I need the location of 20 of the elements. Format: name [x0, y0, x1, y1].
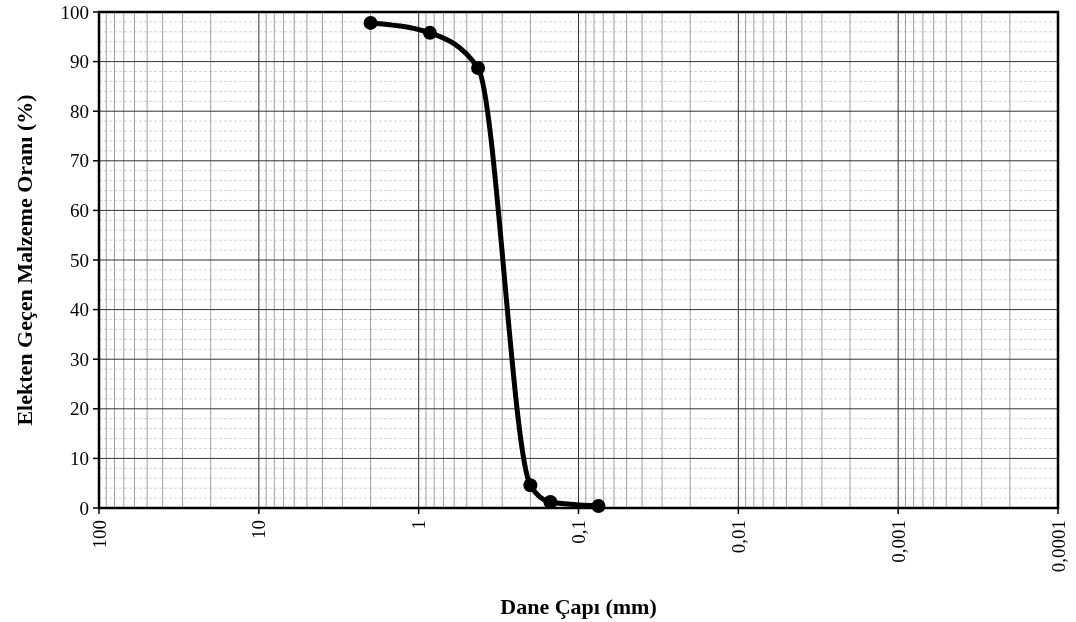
- y-tick-label: 30: [70, 348, 89, 370]
- y-tick-label: 70: [70, 150, 89, 172]
- y-tick-label: 80: [70, 100, 89, 122]
- x-tick-label: 0,001: [887, 520, 909, 563]
- y-tick-label: 50: [70, 249, 89, 271]
- y-axis-title: Elekten Geçen Malzeme Oranı (%): [11, 94, 37, 426]
- y-tick-label: 0: [79, 497, 89, 519]
- x-axis-title: Dane Çapı (mm): [500, 594, 657, 619]
- x-tick-label: 1: [408, 520, 430, 530]
- y-tick-label: 10: [70, 448, 89, 470]
- x-tick-label: 0,01: [727, 520, 749, 554]
- y-tick-label: 100: [60, 1, 89, 23]
- y-tick-label: 20: [70, 398, 89, 420]
- x-tick-label: 10: [248, 520, 270, 539]
- y-tick-label: 60: [70, 200, 89, 222]
- x-tick-label: 0,0001: [1047, 520, 1069, 573]
- y-tick-label: 40: [70, 299, 89, 321]
- x-tick-label: 0,1: [568, 520, 590, 544]
- y-tick-label: 90: [70, 51, 89, 73]
- x-tick-label: 100: [88, 520, 110, 549]
